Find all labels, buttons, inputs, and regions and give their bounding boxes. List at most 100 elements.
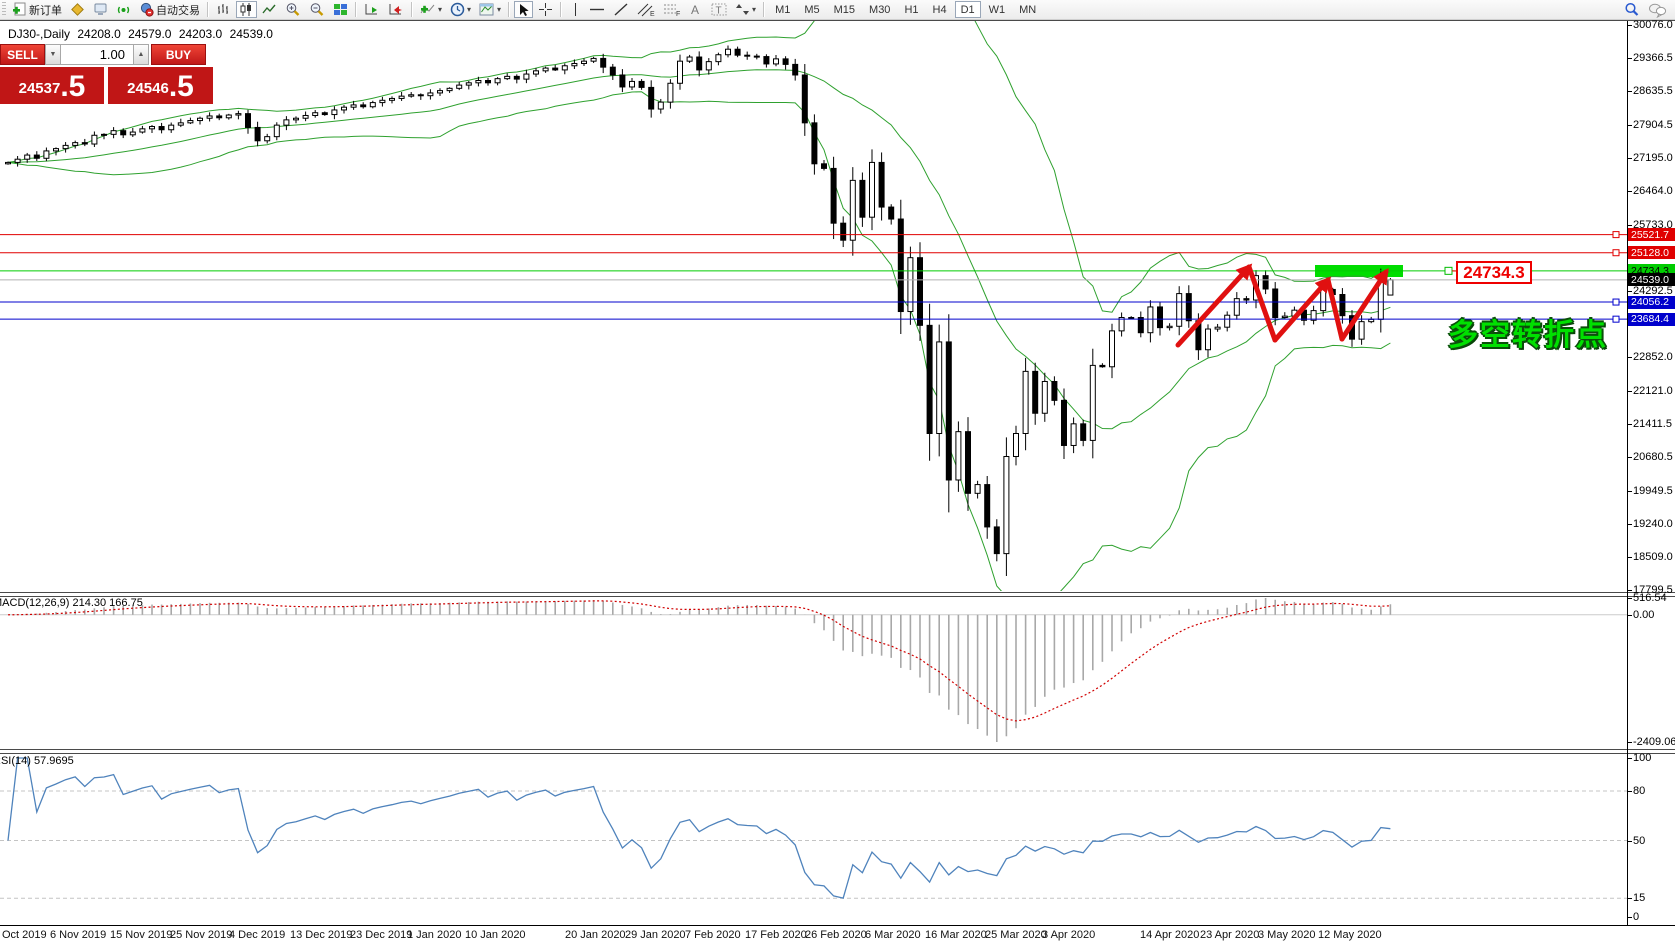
- date-label: 20 Jan 2020: [565, 929, 626, 941]
- new-order-label: 新订单: [29, 4, 62, 17]
- sell-price[interactable]: 24537 .5: [0, 67, 104, 104]
- date-label: 3 May 2020: [1258, 929, 1316, 941]
- volume-input[interactable]: 1.00: [61, 44, 133, 65]
- clock-icon: [450, 2, 465, 17]
- price-tick-label: 18509.0: [1633, 551, 1673, 564]
- cursor-button[interactable]: [514, 1, 534, 18]
- date-label: 26 Feb 2020: [805, 929, 867, 941]
- horizontal-line-button[interactable]: [586, 1, 608, 18]
- axis-tick: [1628, 758, 1632, 759]
- timeframe-button-M15[interactable]: M15: [833, 3, 856, 16]
- text-label-icon: T: [711, 3, 727, 17]
- buy-price-main: 24546: [127, 80, 169, 97]
- timeframe-button-H1[interactable]: H1: [904, 3, 919, 16]
- timeframe-button-M1[interactable]: M1: [775, 3, 791, 16]
- buy-price[interactable]: 24546 .5: [108, 67, 213, 104]
- equidistant-channel-icon: E: [637, 3, 655, 17]
- sell-button[interactable]: SELL: [0, 44, 45, 65]
- fibonacci-button[interactable]: F: [660, 1, 684, 18]
- axis-tick: [1628, 791, 1632, 792]
- volume-decrease-button[interactable]: ▼: [45, 44, 61, 65]
- price-level-tag: 24539.0: [1628, 273, 1675, 287]
- indicators-icon: [420, 4, 435, 14]
- chat-button[interactable]: [1645, 1, 1670, 18]
- toolbar-separator: [560, 2, 563, 17]
- timeframe-button-M30[interactable]: M30: [869, 3, 891, 16]
- gold-symbol-button[interactable]: [67, 1, 88, 18]
- svg-text:F: F: [676, 11, 680, 17]
- timeframe-bar: M1 M5 M15 M30 H1 H4 D1 W1 MN: [768, 1, 1043, 18]
- templates-button[interactable]: ▾: [476, 1, 504, 18]
- fibonacci-icon: F: [664, 4, 680, 17]
- buy-button[interactable]: BUY: [151, 44, 206, 65]
- trendline-button[interactable]: [610, 1, 632, 18]
- one-click-trading-panel: SELL ▼ 1.00 ▲ BUY 24537 .5 24546 .5: [0, 44, 213, 104]
- rsi-pane-splitter[interactable]: [0, 749, 1675, 754]
- chart-shift-button[interactable]: [385, 1, 407, 18]
- indicators-button[interactable]: ▾: [417, 1, 445, 18]
- candlestick-chart-button[interactable]: [236, 1, 257, 18]
- rsi-axis-label: 0: [1633, 911, 1640, 923]
- toolbar-separator: [355, 2, 357, 17]
- axis-tick: [1628, 523, 1632, 525]
- tile-windows-button[interactable]: [330, 1, 351, 18]
- price-tick-label: 30076.0: [1633, 19, 1673, 31]
- auto-scroll-button[interactable]: [361, 1, 383, 18]
- signal-button[interactable]: [113, 1, 134, 18]
- line-chart-button[interactable]: [259, 1, 280, 18]
- buy-price-fraction: .5: [168, 70, 194, 103]
- timeframe-button-D1[interactable]: D1: [954, 1, 981, 18]
- dropdown-arrow-icon: ▾: [752, 5, 757, 14]
- vertical-line-icon: [574, 3, 576, 16]
- auto-scroll-icon: [365, 4, 377, 15]
- bar-chart-button[interactable]: [213, 1, 234, 18]
- profile-button[interactable]: [90, 1, 111, 18]
- periods-button[interactable]: ▾: [447, 1, 474, 18]
- vertical-line-button[interactable]: [566, 1, 584, 18]
- price-tick-label: 29366.5: [1633, 51, 1673, 64]
- axis-tick: [1628, 590, 1632, 591]
- timeframe-button-MN[interactable]: MN: [1019, 3, 1037, 16]
- date-label: 17 Feb 2020: [745, 929, 807, 941]
- chat-icon: [1649, 3, 1667, 18]
- toolbar-grip[interactable]: [2, 2, 6, 17]
- timeframe-button-H4[interactable]: H4: [932, 3, 947, 16]
- price-tick-label: 25733.0: [1633, 218, 1673, 231]
- volume-increase-button[interactable]: ▲: [133, 44, 149, 65]
- sell-price-main: 24537: [18, 80, 61, 97]
- symbol-period-label: DJ30-,Daily: [8, 27, 71, 41]
- date-label: 6 Nov 2019: [50, 929, 107, 941]
- search-button[interactable]: [1621, 1, 1643, 18]
- text-label-button[interactable]: T: [708, 1, 730, 18]
- zoom-in-button[interactable]: [282, 1, 304, 18]
- axis-tick: [1628, 25, 1632, 26]
- rsi-axis-label: 100: [1633, 752, 1652, 764]
- auto-trading-button[interactable]: 自动交易: [136, 1, 203, 18]
- rsi-value: 57.9695: [33, 755, 74, 767]
- date-label: 23 Dec 2019: [350, 929, 413, 941]
- zoom-out-button[interactable]: [306, 1, 328, 18]
- price-tick-label: 19949.5: [1633, 485, 1673, 498]
- price-tick-label: 19240.0: [1633, 517, 1673, 530]
- macd-pane-splitter[interactable]: [0, 592, 1675, 597]
- trendline-icon: [614, 3, 628, 16]
- text-icon: A: [691, 3, 699, 17]
- toolbar-separator: [763, 2, 766, 17]
- new-order-button[interactable]: 新订单: [9, 1, 65, 18]
- crosshair-button[interactable]: [535, 1, 556, 18]
- axis-tick: [1628, 917, 1632, 918]
- zoom-out-icon: [310, 2, 324, 16]
- price-level-tag: 24056.2: [1628, 295, 1675, 309]
- price-callout-box[interactable]: 24734.3: [1456, 261, 1532, 284]
- axis-tick: [1628, 224, 1632, 226]
- text-button[interactable]: A: [686, 1, 706, 18]
- timeframe-button-M5[interactable]: M5: [804, 3, 820, 16]
- equidistant-channel-button[interactable]: E: [634, 1, 658, 18]
- close-value: 24539.0: [229, 27, 273, 41]
- sell-price-fraction: .5: [60, 70, 86, 103]
- timeframe-button-W1[interactable]: W1: [988, 3, 1006, 16]
- turning-point-annotation[interactable]: 多空转折点: [1448, 319, 1608, 352]
- date-label: 25 Nov 2019: [170, 929, 233, 941]
- arrows-button[interactable]: ▾: [732, 1, 759, 18]
